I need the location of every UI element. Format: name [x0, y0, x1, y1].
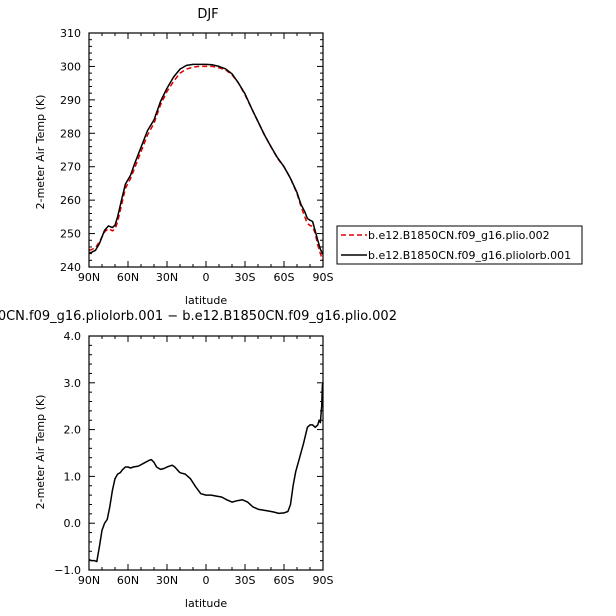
x-tick-label: 60N	[117, 271, 139, 284]
series-line-0	[88, 65, 324, 262]
y-tick-label: 0.0	[64, 517, 82, 530]
bottom-chart-tick-labels: 90N 60N 30N 0 30S 60S 90S −1.0 0.0 1.0 2.0 3.0 4.0	[54, 330, 333, 587]
y-tick-label: 1.0	[64, 470, 82, 483]
series-line-1	[88, 63, 324, 255]
top-chart-ticks	[88, 32, 324, 268]
top-chart-y-axis-label: 2-meter Air Temp (K)	[34, 95, 47, 210]
x-tick-label: 30S	[235, 271, 256, 284]
y-tick-label: 4.0	[64, 330, 82, 343]
y-tick-label: 280	[60, 127, 81, 140]
x-tick-label: 30N	[156, 271, 178, 284]
bottom-chart-ticks	[88, 335, 324, 571]
x-tick-label: 90S	[313, 271, 334, 284]
top-chart-panel: DJF 2-meter Air Temp (K) latitude 90N 60N…	[34, 7, 334, 307]
x-tick-label: 0	[203, 574, 210, 587]
bottom-chart-series	[88, 382, 324, 563]
x-tick-label: 0	[203, 271, 210, 284]
x-tick-label: 90S	[313, 574, 334, 587]
x-tick-label: 30N	[156, 574, 178, 587]
x-tick-label: 60N	[117, 574, 139, 587]
y-tick-label: 270	[60, 161, 81, 174]
y-tick-label: 300	[60, 60, 81, 73]
top-chart-x-axis-label: latitude	[185, 294, 227, 307]
top-chart-legend: b.e12.B1850CN.f09_g16.plio.002 b.e12.B18…	[336, 225, 583, 265]
x-tick-label: 30S	[235, 574, 256, 587]
x-tick-label: 90N	[78, 271, 100, 284]
bottom-chart-title: b.e12.B1850CN.f09_g16.pliolorb.001 − b.e…	[0, 309, 397, 324]
bottom-chart-panel: b.e12.B1850CN.f09_g16.pliolorb.001 − b.e…	[0, 309, 397, 610]
bottom-chart-y-axis-label: 2-meter Air Temp (K)	[34, 395, 47, 510]
y-tick-label: 250	[60, 228, 81, 241]
top-chart-title: DJF	[197, 7, 218, 22]
bottom-chart-frame	[88, 335, 324, 571]
top-chart-tick-labels: 90N 60N 30N 0 30S 60S 90S 240 250 260 270 280 290 300…	[60, 27, 334, 284]
y-tick-label: 290	[60, 94, 81, 107]
x-tick-label: 90N	[78, 574, 100, 587]
x-tick-label: 60S	[274, 574, 295, 587]
y-tick-label: 2.0	[64, 424, 82, 437]
y-tick-label: 3.0	[64, 377, 82, 390]
y-tick-label: 240	[60, 261, 81, 274]
series-line-0	[88, 382, 324, 563]
legend-label-plio-002: b.e12.B1850CN.f09_g16.plio.002	[368, 229, 550, 242]
bottom-chart-x-axis-label: latitude	[185, 597, 227, 610]
legend-box	[336, 225, 583, 265]
legend-label-pliolorb-001: b.e12.B1850CN.f09_g16.pliolorb.001	[368, 249, 571, 262]
top-chart-series	[88, 63, 324, 262]
y-tick-label: 310	[60, 27, 81, 40]
y-tick-label: −1.0	[54, 564, 81, 577]
y-tick-label: 260	[60, 194, 81, 207]
x-tick-label: 60S	[274, 271, 295, 284]
top-chart-frame	[88, 32, 324, 268]
